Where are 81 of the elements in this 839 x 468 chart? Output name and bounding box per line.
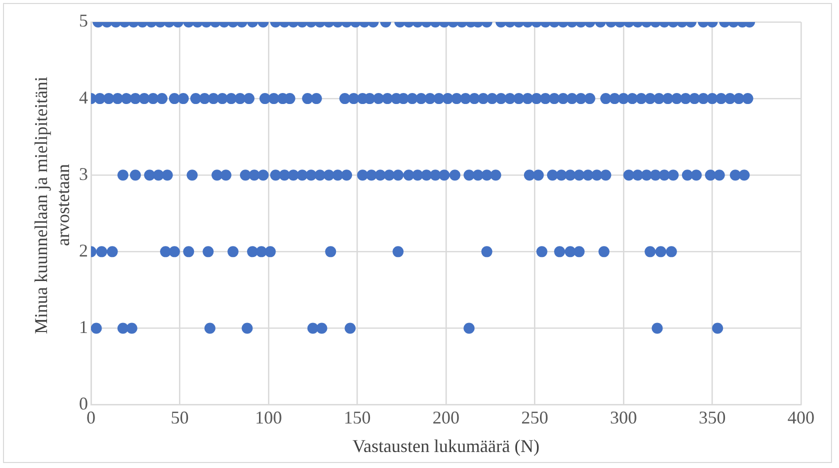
point (117, 170, 128, 181)
y-axis-title: Minua kuunnellaan ja mielipiteitäni arvostetaan (30, 75, 74, 336)
point (106, 246, 118, 258)
point (412, 170, 424, 181)
point (666, 246, 677, 258)
point (392, 170, 404, 181)
point (91, 322, 102, 334)
point (306, 170, 317, 181)
point (228, 246, 238, 258)
point (344, 322, 356, 334)
point (325, 246, 336, 258)
point (332, 170, 344, 181)
point (712, 322, 724, 334)
point (247, 246, 258, 258)
point (186, 170, 198, 181)
point (220, 170, 232, 181)
point (162, 170, 173, 181)
point (738, 170, 750, 181)
point (668, 170, 679, 181)
point (242, 322, 253, 334)
point (420, 170, 432, 181)
point (258, 170, 269, 181)
point (341, 170, 352, 181)
point (204, 322, 216, 334)
point (536, 246, 548, 258)
point (278, 170, 290, 181)
point (574, 170, 585, 181)
point (554, 246, 566, 258)
y-tick-label: 1 (79, 316, 88, 337)
point (212, 170, 223, 181)
y-tick-label: 4 (79, 87, 88, 108)
x-tick-label: 350 (698, 407, 726, 428)
x-tick-label: 150 (344, 407, 371, 428)
point (403, 170, 414, 181)
point (392, 246, 404, 258)
point (183, 246, 194, 258)
y-tick-label: 3 (79, 164, 88, 184)
point (641, 170, 652, 181)
point (598, 246, 610, 258)
point (96, 246, 108, 258)
point (130, 170, 141, 181)
x-tick-label: 400 (788, 407, 814, 428)
x-tick-label: 300 (610, 407, 637, 428)
point (547, 170, 558, 181)
point (652, 322, 663, 334)
y-tick-label: 5 (79, 10, 88, 31)
x-tick-label: 100 (255, 407, 282, 428)
point (126, 322, 138, 334)
point (464, 322, 475, 334)
point (574, 246, 585, 258)
point (160, 246, 172, 258)
point (438, 170, 450, 181)
x-axis-title: Vastausten lukumäärä (N) (352, 436, 540, 456)
point (690, 170, 702, 181)
point (202, 246, 214, 258)
x-tick-label: 200 (432, 407, 460, 428)
point (532, 170, 544, 181)
point (384, 170, 395, 181)
point (264, 246, 276, 258)
point (144, 170, 156, 181)
point (270, 170, 282, 181)
point (357, 170, 368, 181)
point (644, 246, 656, 258)
point (464, 170, 475, 181)
point (714, 170, 725, 181)
y-tick-label: 0 (79, 394, 88, 414)
point (582, 170, 594, 181)
point (316, 322, 328, 334)
point (600, 170, 612, 181)
point (704, 170, 716, 181)
point (449, 170, 460, 181)
point (314, 170, 326, 181)
x-tick-label: 50 (170, 407, 189, 428)
point (655, 246, 666, 258)
point (296, 170, 308, 181)
point (490, 170, 502, 181)
y-tick-label: 2 (79, 240, 88, 260)
x-tick-label: 250 (521, 407, 548, 428)
point (632, 170, 644, 181)
point (168, 246, 180, 258)
point (481, 246, 492, 258)
